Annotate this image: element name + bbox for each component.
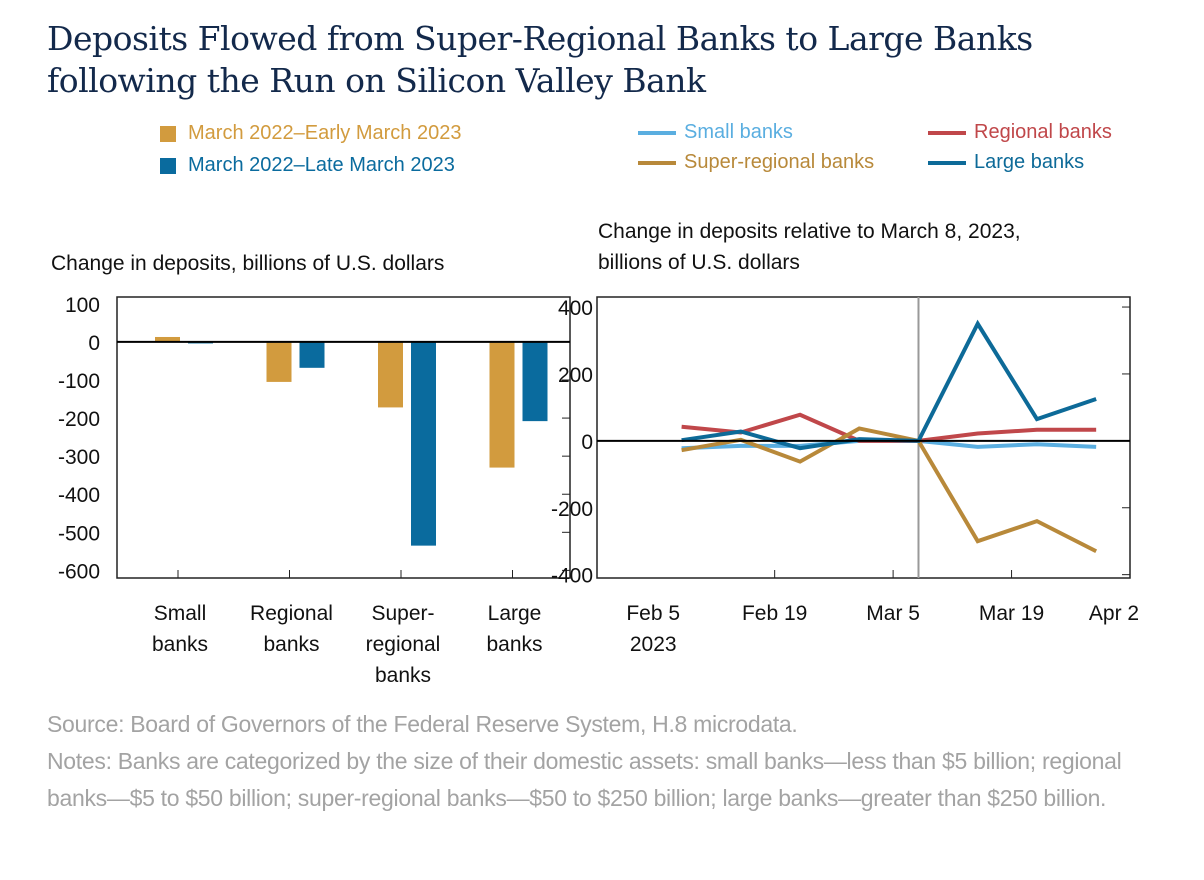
x-tick-label: Feb 19 — [742, 602, 807, 625]
source-text: Source: Board of Governors of the Federa… — [47, 711, 798, 737]
notes-text: Notes: Banks are categorized by the size… — [47, 748, 1122, 811]
category-label: Small — [154, 602, 207, 625]
y-tick-label: -600 — [58, 560, 100, 583]
legend-large-banks: Large banks — [928, 151, 1084, 174]
y-tick-label: -400 — [58, 484, 100, 507]
y-tick-label: -400 — [551, 565, 593, 588]
legend-label: March 2022–Late March 2023 — [188, 154, 455, 176]
y-tick-label: 200 — [558, 364, 593, 387]
legend-label: Small banks — [684, 121, 793, 143]
category-label: banks — [152, 633, 208, 656]
line-regional-banks — [681, 412, 1097, 443]
category-label: Regional — [250, 602, 333, 625]
category-label: banks — [375, 664, 431, 687]
plot-frame — [116, 296, 571, 579]
bar-large-banks — [489, 341, 515, 468]
y-tick-label: -100 — [58, 370, 100, 393]
subtitle-line: billions of U.S. dollars — [598, 251, 800, 274]
legend-small-banks: Small banks — [638, 121, 793, 144]
bar-super-regional-banks — [378, 341, 403, 408]
legend-late-march: March 2022–Late March 2023 — [160, 154, 455, 177]
legend-regional-banks: Regional banks — [928, 121, 1112, 144]
legend-label: March 2022–Early March 2023 — [188, 122, 462, 144]
legend-line — [638, 160, 676, 165]
y-tick-label: -200 — [58, 408, 100, 431]
category-label: regional — [366, 633, 441, 656]
category-label: banks — [486, 633, 542, 656]
y-tick-label: 0 — [88, 332, 100, 355]
y-tick-label: 400 — [558, 297, 593, 320]
legend-label: Super-regional banks — [684, 151, 875, 173]
bar-large-banks — [522, 341, 548, 422]
right-chart-subtitle: Change in deposits relative to March 8, … — [598, 216, 1021, 278]
y-tick-label: -300 — [58, 446, 100, 469]
y-tick-label: -500 — [58, 522, 100, 545]
x-tick-label: Mar 19 — [979, 602, 1044, 625]
x-tick-label: 2023 — [630, 633, 677, 656]
bar-super-regional-banks — [411, 341, 436, 546]
bar-regional-banks — [299, 341, 325, 368]
legend-line — [638, 130, 676, 135]
category-label: Large — [488, 602, 542, 625]
subtitle-line: Change in deposits relative to March 8, … — [598, 220, 1021, 243]
legend-early-march: March 2022–Early March 2023 — [160, 122, 461, 145]
y-tick-label: 0 — [581, 431, 593, 454]
legend-label: Large banks — [974, 151, 1085, 173]
category-label: banks — [263, 633, 319, 656]
bar-small-banks — [155, 336, 180, 342]
x-tick-label: Apr 2 — [1089, 602, 1139, 625]
y-tick-label: 100 — [65, 294, 100, 317]
legend-line — [928, 130, 966, 135]
left-chart-subtitle: Change in deposits, billions of U.S. dol… — [51, 252, 445, 275]
legend-label: Regional banks — [974, 121, 1112, 143]
plot-frame — [596, 296, 1131, 579]
chart-title: Deposits Flowed from Super-Regional Bank… — [47, 19, 1033, 100]
legend-swatch — [160, 157, 176, 174]
legend-swatch — [160, 125, 176, 142]
legend-line — [928, 160, 966, 165]
x-tick-label: Feb 5 — [626, 602, 680, 625]
bar-regional-banks — [266, 341, 292, 382]
x-tick-label: Mar 5 — [866, 602, 920, 625]
y-tick-label: -200 — [551, 498, 593, 521]
notes: Source: Board of Governors of the Federa… — [47, 706, 1177, 817]
category-label: Super- — [371, 602, 434, 625]
line-super-regional-banks — [681, 426, 1098, 554]
legend-super-regional-banks: Super-regional banks — [638, 151, 874, 174]
